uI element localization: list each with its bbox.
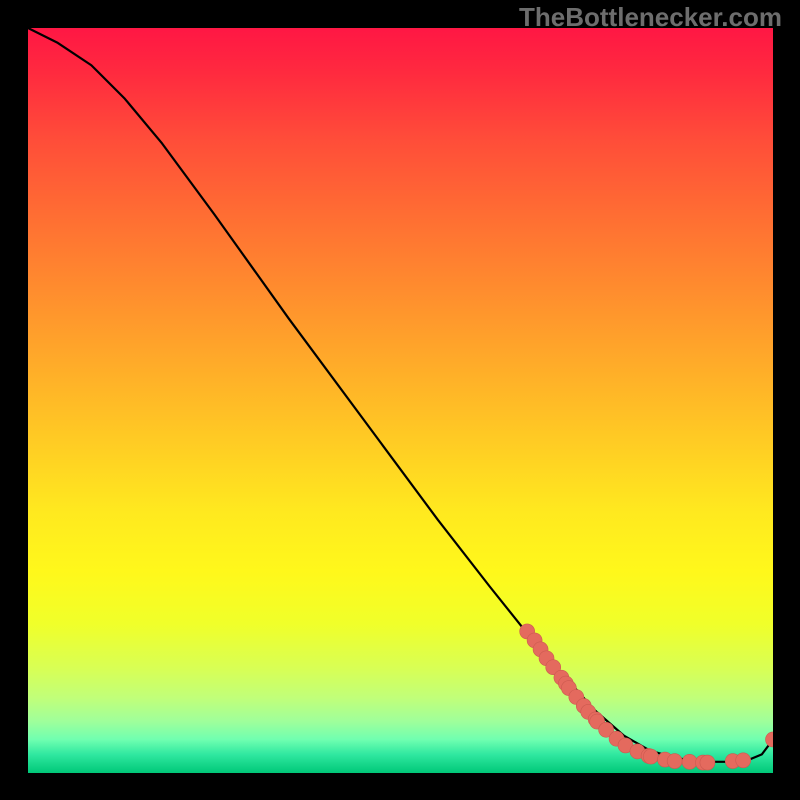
data-point xyxy=(667,754,682,769)
canvas: TheBottlenecker.com xyxy=(0,0,800,800)
gradient-background xyxy=(28,28,773,773)
plot-area xyxy=(28,28,773,773)
chart-svg xyxy=(28,28,773,773)
data-point xyxy=(736,753,751,768)
data-point xyxy=(700,755,715,770)
watermark-text: TheBottlenecker.com xyxy=(519,2,782,33)
data-point xyxy=(682,754,697,769)
data-point xyxy=(643,749,658,764)
